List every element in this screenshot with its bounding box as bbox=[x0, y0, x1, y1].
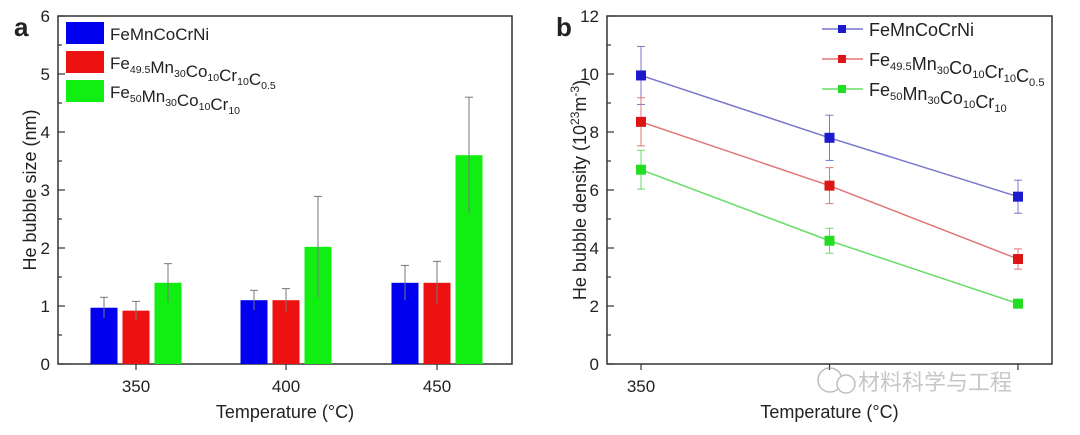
y-tick-label: 0 bbox=[41, 355, 50, 374]
x-tick-label: 450 bbox=[423, 377, 451, 396]
y-tick-label: 6 bbox=[41, 7, 50, 26]
legend-swatch bbox=[66, 80, 104, 102]
y-tick-label: 3 bbox=[41, 181, 50, 200]
data-point bbox=[824, 235, 835, 246]
data-point bbox=[1013, 298, 1023, 309]
watermark-logo: 材料科学与工程 bbox=[817, 367, 1012, 395]
x-tick-label: 350 bbox=[627, 377, 655, 396]
panel-label: a bbox=[14, 12, 29, 42]
data-point bbox=[636, 70, 646, 81]
y-tick-label: 4 bbox=[41, 123, 50, 142]
data-point bbox=[1013, 191, 1023, 202]
legend-label: Fe50Mn30Co10Cr10 bbox=[869, 80, 1007, 115]
legend-label: FeMnCoCrNi bbox=[869, 20, 974, 40]
data-point bbox=[824, 132, 835, 143]
y-tick-label: 2 bbox=[590, 297, 599, 316]
y-tick-label: 6 bbox=[590, 181, 599, 200]
legend-marker bbox=[838, 25, 846, 33]
x-tick-label: 350 bbox=[122, 377, 150, 396]
y-tick-label: 12 bbox=[580, 7, 599, 26]
wechat-icon bbox=[836, 374, 856, 394]
legend-marker bbox=[838, 85, 846, 93]
data-point bbox=[824, 180, 835, 191]
watermark-text: 材料科学与工程 bbox=[858, 370, 1012, 395]
legend-label: FeMnCoCrNi bbox=[110, 25, 209, 44]
y-tick-label: 8 bbox=[590, 123, 599, 142]
panel-b: 0 2 4 6 8 10 12 b Temperature (°C) He bubble dens… bbox=[556, 7, 1053, 422]
data-point bbox=[636, 164, 646, 175]
y-tick-label: 0 bbox=[590, 355, 599, 374]
x-axis-label: Temperature (°C) bbox=[216, 402, 354, 422]
data-point bbox=[1013, 254, 1023, 265]
y-axis-label: He bubble size (nm) bbox=[20, 109, 40, 270]
legend-marker bbox=[838, 55, 846, 63]
x-tick-label: 400 bbox=[272, 377, 300, 396]
y-axis-label: He bubble density (1023m-3) bbox=[568, 80, 590, 300]
legend-swatch bbox=[66, 22, 104, 44]
x-axis-label: Temperature (°C) bbox=[760, 402, 898, 422]
y-tick-label: 5 bbox=[41, 65, 50, 84]
y-tick-label: 10 bbox=[580, 65, 599, 84]
y-tick-label: 2 bbox=[41, 239, 50, 258]
y-tick-label: 4 bbox=[590, 239, 599, 258]
panel-a: 0 1 2 3 4 5 6a Temperature (°C) He bubble size (… bbox=[14, 7, 513, 422]
y-tick-label: 1 bbox=[41, 297, 50, 316]
panel-label: b bbox=[556, 12, 572, 42]
legend-label: Fe50Mn30Co10Cr10 bbox=[110, 83, 240, 117]
bar bbox=[240, 300, 268, 364]
legend-label: Fe49.5Mn30Co10Cr10C0.5 bbox=[110, 54, 276, 92]
legend-swatch bbox=[66, 51, 104, 73]
legend-label: Fe49.5Mn30Co10Cr10C0.5 bbox=[869, 50, 1045, 89]
data-point bbox=[636, 116, 646, 127]
